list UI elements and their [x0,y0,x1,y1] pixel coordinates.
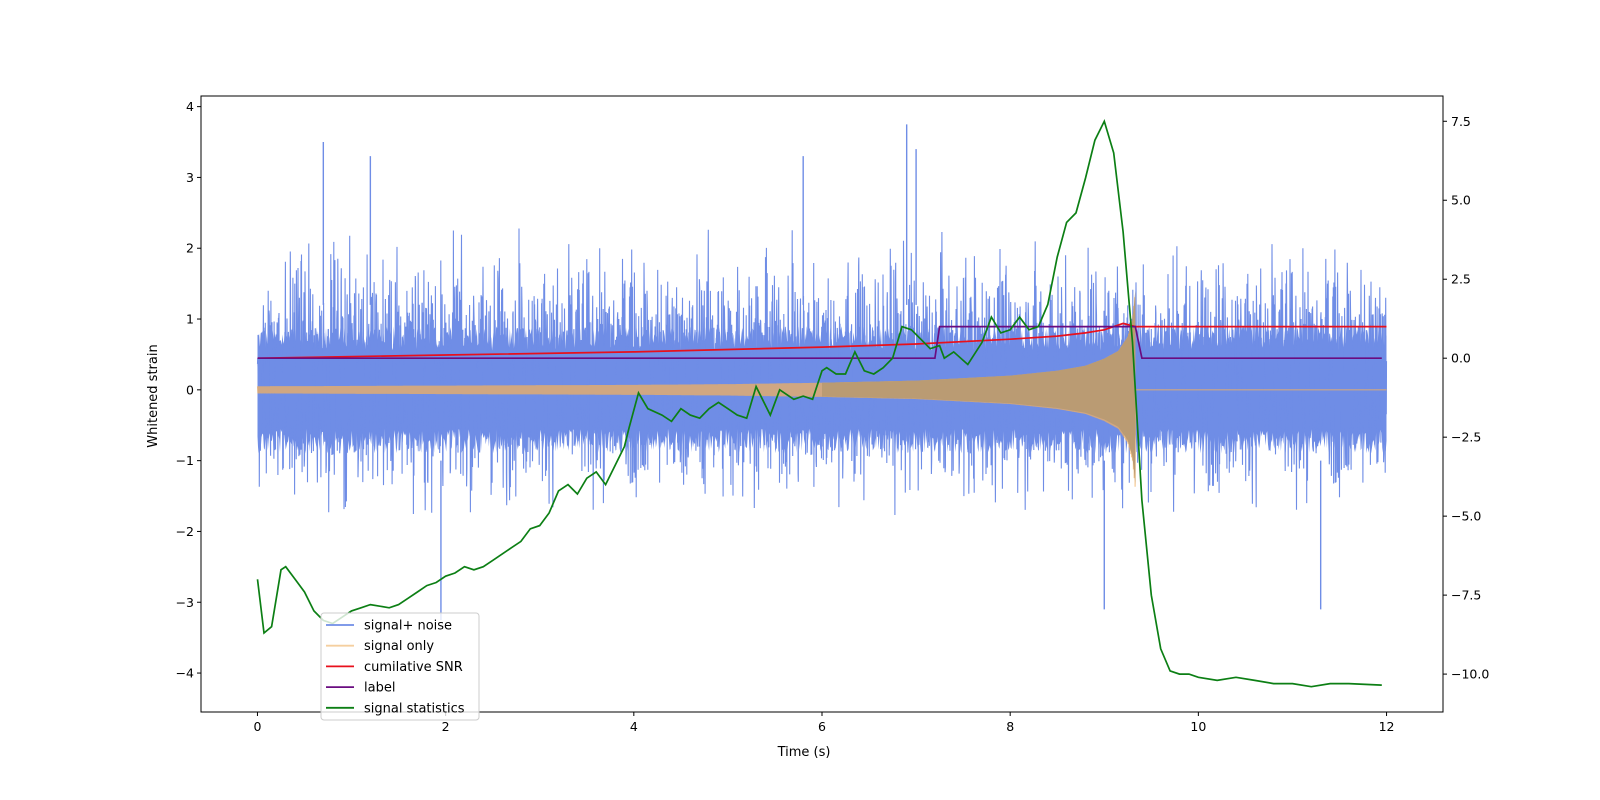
legend: signal+ noise signal only cumilative SNR la… [320,612,480,721]
x-tick-label: 8 [1006,719,1014,734]
legend-label: signal statistics [364,701,465,716]
y-left-tick-label: −3 [176,595,194,610]
x-tick-label: 10 [1190,719,1206,734]
y-left-tick-label: 3 [186,170,194,185]
signal-only-layer [256,290,1387,487]
signal-statistics-line [256,118,1382,688]
y-left-tick-label: −2 [176,524,194,539]
y-right-tick-label: 2.5 [1451,272,1471,287]
y-axis-label: Whitened strain [146,344,161,447]
x-tick-label: 0 [253,719,261,734]
x-tick-label: 12 [1379,719,1395,734]
legend-label: signal only [364,639,434,654]
legend-box [320,612,480,721]
y-right-tick-label: −2.5 [1451,430,1481,445]
y-left-tick-label: 2 [186,241,194,256]
x-tick-label: 2 [442,719,450,734]
signal-noise-layer [256,124,1388,620]
x-tick-label: 4 [630,719,638,734]
y-left-tick-label: 4 [186,99,194,114]
x-tick-label: 6 [818,719,826,734]
overlay-lines-layer [256,118,1387,688]
y-right-tick-label: −10.0 [1451,667,1489,682]
y-right-tick-label: 7.5 [1451,114,1471,129]
cumulative-snr-line [257,322,1387,360]
y-right-tick-label: −5.0 [1451,509,1481,524]
y-right-tick-label: 0.0 [1451,351,1471,366]
y-right-tick-label: 5.0 [1451,193,1471,208]
ticks-layer: 0 2 4 6 8 10 12−4−3−2−101234−10.0−7.5−5.0−2.50… [176,99,1490,734]
x-axis-label: Time (s) [777,745,831,760]
y-left-tick-label: −4 [176,666,194,681]
legend-label: signal+ noise [364,619,452,634]
y-left-tick-label: 0 [186,382,194,397]
y-right-tick-label: −7.5 [1451,588,1481,603]
legend-label: cumilative SNR [364,660,463,675]
y-left-tick-label: −1 [176,453,194,468]
signal-only-envelope [822,290,1136,484]
legend-label: label [364,681,395,696]
y-left-tick-label: 1 [186,312,194,327]
signal-noise-line [256,228,1388,516]
